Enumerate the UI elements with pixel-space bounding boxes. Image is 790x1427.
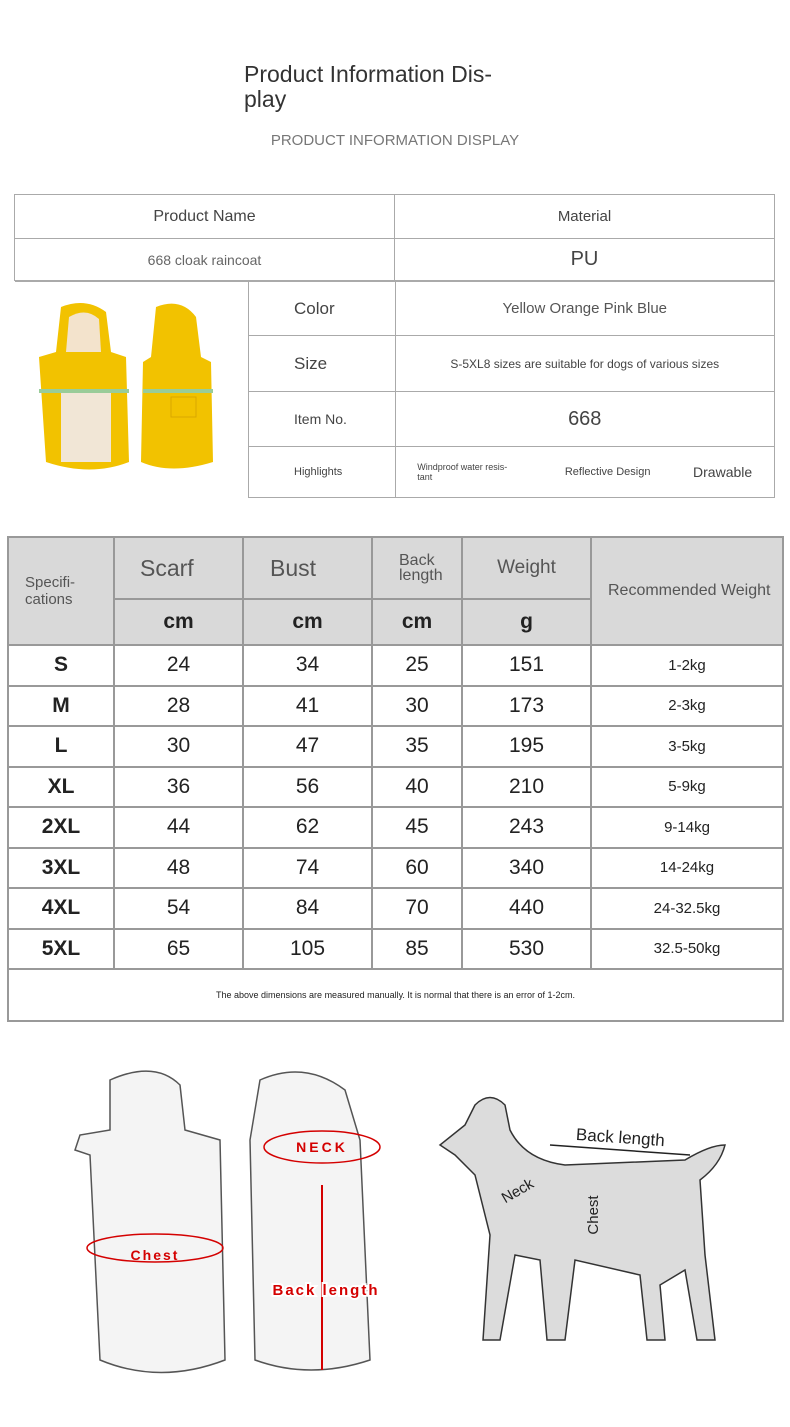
value-cell: 151 (461, 644, 592, 687)
page-title: Product Information Dis-play (244, 61, 492, 112)
page-subtitle: PRODUCT INFORMATION DISPLAY (270, 132, 520, 149)
chest-label: Chest (131, 1247, 180, 1263)
value-cell: 28 (113, 684, 244, 727)
size-cell: 3XL (7, 846, 115, 889)
header-back-length: Back length (371, 536, 463, 600)
unit-cell: cm (242, 598, 373, 646)
value-cell: 340 (461, 846, 592, 889)
size-cell: 2XL (7, 806, 115, 849)
value-cell: 54 (113, 887, 244, 930)
raincoat-image-icon (39, 303, 214, 470)
value-cell: 85 (371, 927, 463, 970)
table-row: 4XL 54 84 70 440 24-32.5kg (7, 887, 784, 930)
spec-label: Color (248, 281, 396, 336)
value-cell: 3-5kg (590, 725, 784, 768)
dog-chest-label: Chest (585, 1195, 602, 1235)
value-cell: 30 (371, 684, 463, 727)
value-cell: 14-24kg (590, 846, 784, 889)
value-cell: 44 (113, 806, 244, 849)
spec-label: Size (248, 335, 396, 392)
product-image (14, 281, 249, 498)
table-row: 5XL 65 105 85 530 32.5-50kg (7, 927, 784, 970)
product-name-value: 668 cloak raincoat (14, 238, 395, 281)
table-row: M 28 41 30 173 2-3kg (7, 684, 784, 727)
table-row: 2XL 44 62 45 243 9-14kg (7, 806, 784, 849)
value-cell: 62 (242, 806, 373, 849)
value-cell: 243 (461, 806, 592, 849)
table-row: 3XL 48 74 60 340 14-24kg (7, 846, 784, 889)
value-cell: 41 (242, 684, 373, 727)
header-weight: Weight (461, 536, 592, 600)
table-row: S 24 34 25 151 1-2kg (7, 644, 784, 687)
header-bust: Bust (242, 536, 373, 600)
size-cell: 4XL (7, 887, 115, 930)
value-cell: 34 (242, 644, 373, 687)
value-cell: 56 (242, 765, 373, 808)
size-cell: S (7, 644, 115, 687)
spec-value: S-5XL8 sizes are suitable for dogs of va… (395, 335, 775, 392)
header-scarf: Scarf (113, 536, 244, 600)
value-cell: 45 (371, 806, 463, 849)
value-cell: 105 (242, 927, 373, 970)
size-cell: M (7, 684, 115, 727)
value-cell: 65 (113, 927, 244, 970)
neck-label: NECK (296, 1139, 348, 1155)
value-cell: 74 (242, 846, 373, 889)
value-cell: 70 (371, 887, 463, 930)
size-cell: 5XL (7, 927, 115, 970)
spec-label: Item No. (248, 391, 396, 447)
spec-value: 668 (395, 391, 775, 447)
value-cell: 24 (113, 644, 244, 687)
value-cell: 40 (371, 765, 463, 808)
unit-cell: cm (371, 598, 463, 646)
material-label: Material (394, 194, 775, 239)
spec-value: Yellow Orange Pink Blue (395, 281, 775, 336)
value-cell: 5-9kg (590, 765, 784, 808)
back-length-label: Back length (272, 1282, 379, 1299)
product-name-label: Product Name (14, 194, 395, 239)
value-cell: 35 (371, 725, 463, 768)
value-cell: 25 (371, 644, 463, 687)
value-cell: 440 (461, 887, 592, 930)
value-cell: 195 (461, 725, 592, 768)
value-cell: 30 (113, 725, 244, 768)
highlight-item: Drawable (693, 464, 753, 480)
highlights-label: Highlights (248, 446, 396, 498)
unit-cell: cm (113, 598, 244, 646)
measurement-note: The above dimensions are measured manual… (7, 968, 784, 1022)
value-cell: 48 (113, 846, 244, 889)
dog-measurement-diagram: Back length Neck Chest (438, 1096, 726, 1341)
raincoat-measurement-diagram: Chest NECK Back length (74, 1070, 381, 1374)
value-cell: 210 (461, 765, 592, 808)
value-cell: 9-14kg (590, 806, 784, 849)
value-cell: 60 (371, 846, 463, 889)
table-row: L 30 47 35 195 3-5kg (7, 725, 784, 768)
value-cell: 173 (461, 684, 592, 727)
unit-cell: g (461, 598, 592, 646)
highlight-item: Windproof water resis-tant (417, 462, 508, 482)
value-cell: 32.5-50kg (590, 927, 784, 970)
value-cell: 530 (461, 927, 592, 970)
value-cell: 47 (242, 725, 373, 768)
table-row: XL 36 56 40 210 5-9kg (7, 765, 784, 808)
highlight-item: Reflective Design (564, 466, 651, 478)
value-cell: 84 (242, 887, 373, 930)
header-recommended-weight: Recommended Weight (590, 536, 784, 646)
value-cell: 36 (113, 765, 244, 808)
dog-back-length-label: Back length (575, 1125, 665, 1150)
value-cell: 2-3kg (590, 684, 784, 727)
header-spec: Specifi-cations (7, 536, 115, 646)
size-chart-table: Specifi-cations Scarf Bust Back length W… (7, 536, 784, 1022)
value-cell: 1-2kg (590, 644, 784, 687)
material-value: PU (394, 238, 775, 281)
product-info-table: Product Name Material 668 cloak raincoat P… (14, 194, 775, 498)
size-cell: L (7, 725, 115, 768)
value-cell: 24-32.5kg (590, 887, 784, 930)
size-cell: XL (7, 765, 115, 808)
